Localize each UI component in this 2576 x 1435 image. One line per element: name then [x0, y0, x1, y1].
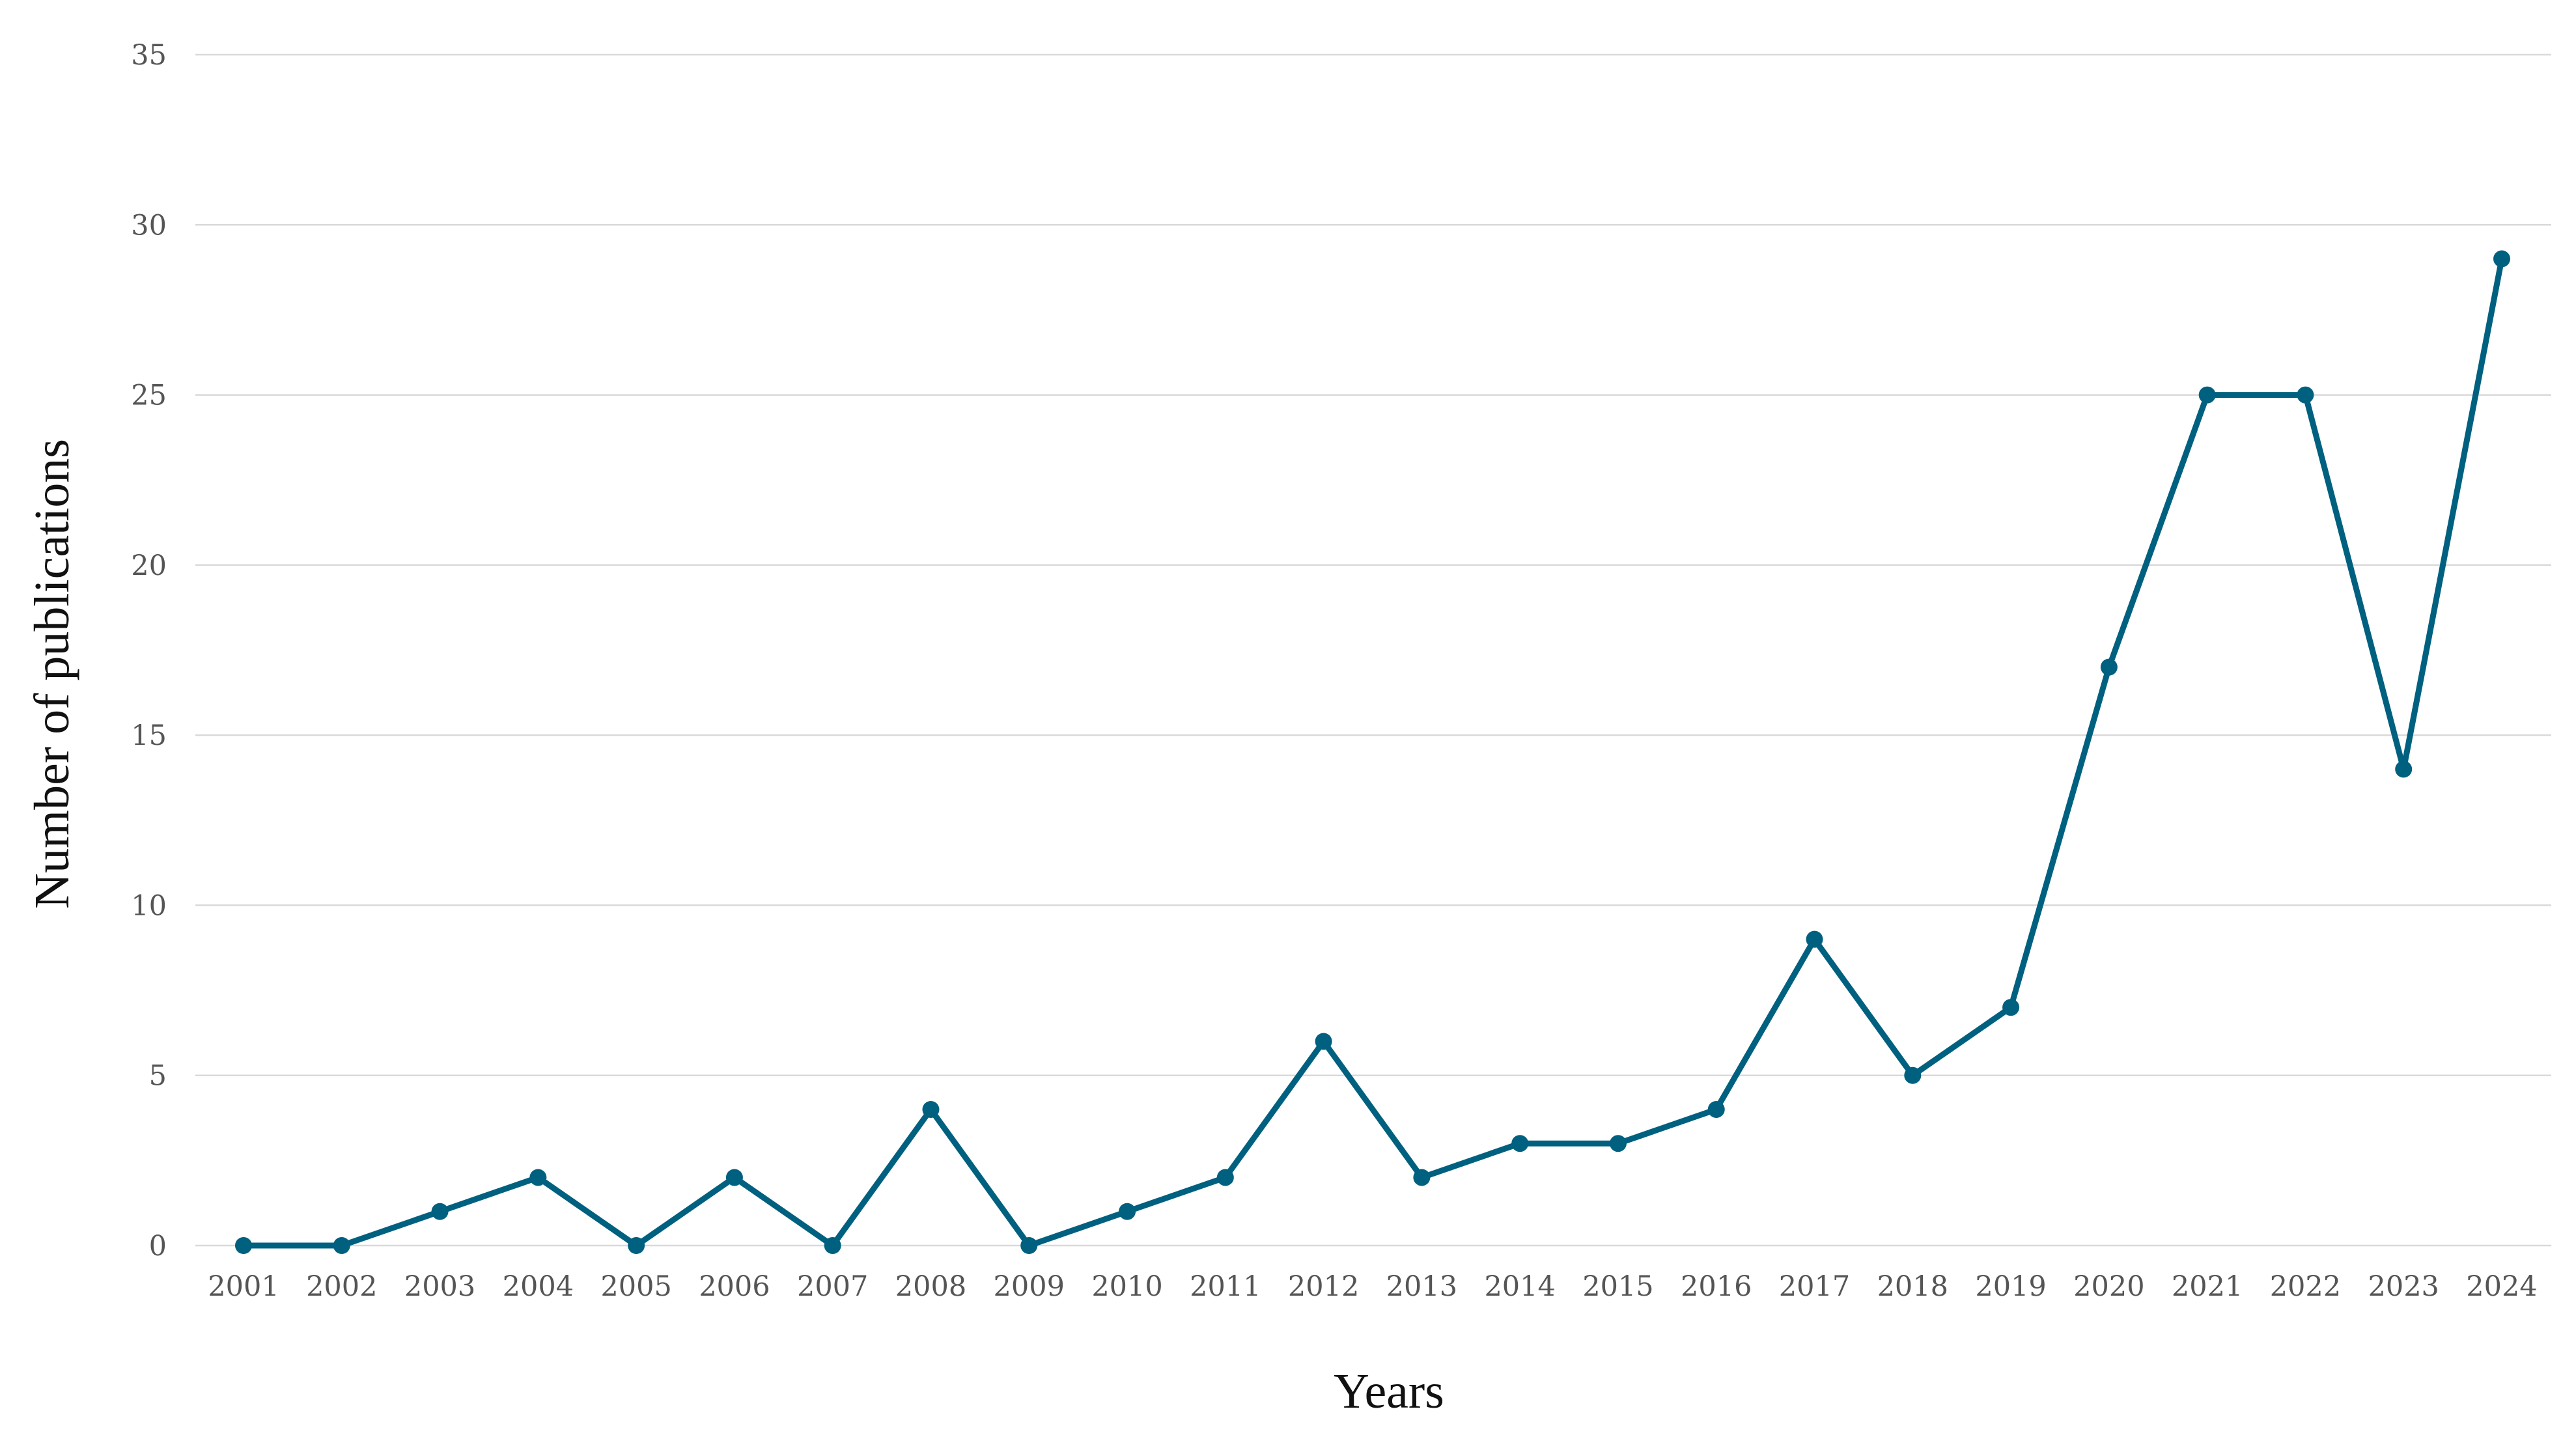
x-tick-label-2019: 2019: [1975, 1270, 2046, 1303]
data-point-2007: [824, 1237, 841, 1254]
y-tick-label-5: 5: [149, 1060, 167, 1093]
x-tick-label-2012: 2012: [1288, 1270, 1359, 1303]
x-axis-tick-labels: 2001 2002 2003 2004 2005 2006 2007 2008 2009 2010…: [208, 1270, 2537, 1303]
x-tick-label-2015: 2015: [1582, 1270, 1653, 1303]
data-point-2006: [725, 1169, 743, 1186]
data-point-2003: [431, 1203, 449, 1220]
data-point-2012: [1315, 1033, 1332, 1050]
data-point-2022: [2297, 386, 2314, 404]
y-gridlines: [195, 53, 2551, 1247]
data-point-2005: [628, 1237, 645, 1254]
data-point-2009: [1020, 1237, 1038, 1254]
data-point-2002: [333, 1237, 350, 1254]
x-tick-label-2017: 2017: [1779, 1270, 1850, 1303]
y-tick-label-30: 30: [131, 209, 167, 242]
data-point-2021: [2198, 386, 2216, 404]
data-point-2019: [2002, 999, 2020, 1016]
y-tick-label-15: 15: [131, 719, 167, 752]
x-tick-label-2023: 2023: [2368, 1270, 2439, 1303]
y-tick-label-10: 10: [131, 889, 167, 922]
x-tick-label-2022: 2022: [2270, 1270, 2341, 1303]
y-tick-label-0: 0: [149, 1230, 167, 1262]
x-tick-label-2002: 2002: [306, 1270, 377, 1303]
data-point-2020: [2100, 658, 2118, 676]
x-tick-label-2011: 2011: [1190, 1270, 1261, 1303]
data-point-2011: [1216, 1169, 1234, 1186]
data-point-2017: [1806, 930, 1823, 948]
data-point-2024: [2493, 250, 2510, 268]
x-tick-label-2003: 2003: [404, 1270, 475, 1303]
x-tick-label-2004: 2004: [503, 1270, 574, 1303]
x-tick-label-2013: 2013: [1386, 1270, 1457, 1303]
data-point-2016: [1707, 1100, 1725, 1118]
series-layer: [235, 250, 2510, 1254]
x-tick-label-2018: 2018: [1877, 1270, 1948, 1303]
series-line: [240, 256, 2505, 1249]
x-tick-label-2005: 2005: [600, 1270, 671, 1303]
x-tick-label-2001: 2001: [208, 1270, 279, 1303]
data-point-2014: [1511, 1135, 1529, 1152]
data-point-2018: [1904, 1066, 1922, 1084]
x-tick-label-2006: 2006: [699, 1270, 770, 1303]
x-tick-label-2009: 2009: [994, 1270, 1065, 1303]
x-tick-label-2010: 2010: [1091, 1270, 1162, 1303]
y-axis-tick-labels: 0 5 10 15 20 25 30 35: [131, 39, 167, 1262]
x-tick-label-2024: 2024: [2466, 1270, 2537, 1303]
x-tick-label-2016: 2016: [1681, 1270, 1752, 1303]
data-point-2015: [1609, 1135, 1627, 1152]
data-point-2004: [529, 1169, 547, 1186]
x-tick-label-2014: 2014: [1484, 1270, 1555, 1303]
data-point-2023: [2395, 760, 2413, 778]
x-tick-label-2021: 2021: [2172, 1270, 2243, 1303]
x-tick-label-2020: 2020: [2073, 1270, 2144, 1303]
x-axis-title: Years: [1334, 1364, 1444, 1419]
y-tick-label-25: 25: [131, 380, 167, 412]
data-point-2008: [922, 1100, 940, 1118]
data-point-2013: [1413, 1169, 1431, 1186]
x-tick-label-2008: 2008: [895, 1270, 966, 1303]
data-point-2001: [235, 1237, 252, 1254]
data-point-2010: [1119, 1203, 1136, 1220]
x-tick-label-2007: 2007: [797, 1270, 868, 1303]
y-tick-label-35: 35: [131, 39, 167, 72]
y-tick-label-20: 20: [131, 550, 167, 582]
y-axis-title: Number of publications: [25, 439, 79, 909]
